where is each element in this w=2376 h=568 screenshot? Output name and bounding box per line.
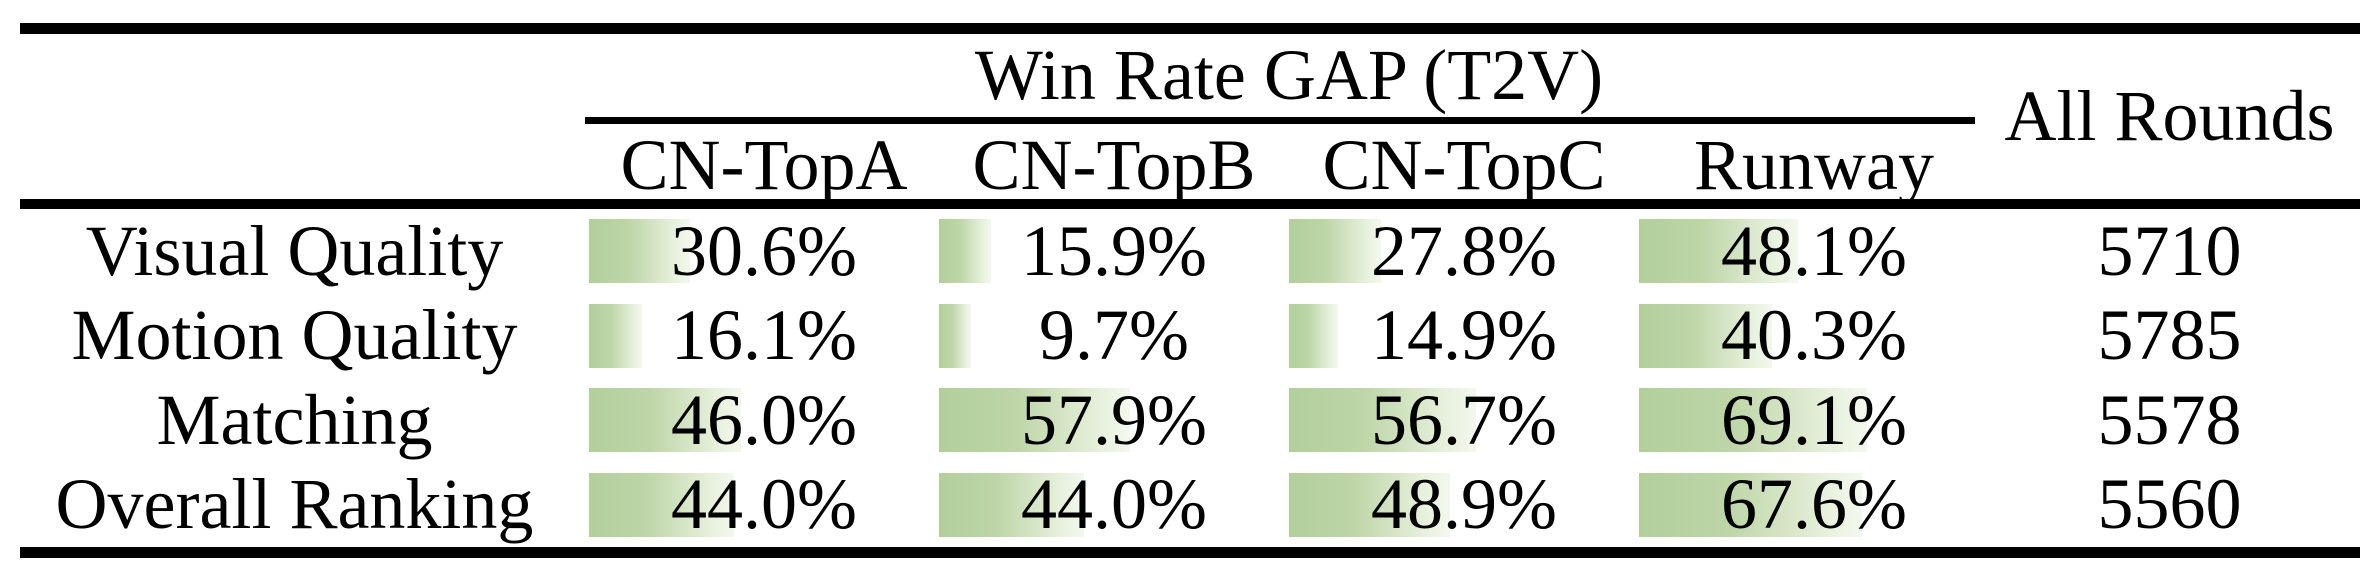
- win-rate-bar: [589, 472, 735, 537]
- win-rate-bar: [1639, 472, 1863, 537]
- win-rate-bar: [1639, 219, 1798, 284]
- win-rate-cell: 48.9%: [1289, 463, 1639, 548]
- column-header-all-rounds: All Rounds: [2004, 75, 2335, 156]
- win-rate-cell: 48.1%: [1639, 209, 1989, 294]
- row-label: Visual Quality: [85, 210, 504, 291]
- win-rate-value: 56.7%: [1371, 379, 1557, 460]
- win-rate-bar: [1639, 303, 1772, 368]
- win-rate-value: 44.0%: [1021, 464, 1207, 545]
- win-rate-bar: [589, 388, 741, 453]
- win-rate-value: 30.6%: [671, 210, 857, 291]
- win-rate-value: 48.9%: [1371, 464, 1557, 545]
- column-header-cn-topa: CN-TopA: [620, 125, 908, 205]
- table-top-rule: [20, 23, 2360, 34]
- win-rate-cell: 9.7%: [939, 294, 1289, 379]
- table-body: Visual Quality 30.6% 15.9% 27.8% 48.1% 5…: [0, 209, 2350, 547]
- win-rate-bar: [1289, 219, 1381, 284]
- win-rate-cell: 67.6%: [1639, 463, 1989, 548]
- win-rate-bar: [1289, 303, 1339, 368]
- win-rate-value: 67.6%: [1721, 464, 1907, 545]
- win-rate-value: 40.3%: [1721, 295, 1907, 376]
- column-header-cn-topc: CN-TopC: [1322, 125, 1606, 205]
- win-rate-cell: 69.1%: [1639, 378, 1989, 463]
- win-rate-cell: 30.6%: [589, 209, 939, 294]
- win-rate-bar: [939, 388, 1131, 453]
- win-rate-bar: [939, 472, 1085, 537]
- win-rate-cell: 15.9%: [939, 209, 1289, 294]
- all-rounds-value: 5710: [2097, 210, 2242, 291]
- win-rate-cell: 16.1%: [589, 294, 939, 379]
- win-rate-value: 48.1%: [1721, 210, 1907, 291]
- win-rate-cell: 56.7%: [1289, 378, 1639, 463]
- win-rate-value: 44.0%: [671, 464, 857, 545]
- win-rate-cell: 14.9%: [1289, 294, 1639, 379]
- win-rate-cell: 27.8%: [1289, 209, 1639, 294]
- win-rate-value: 46.0%: [671, 379, 857, 460]
- win-rate-value: 27.8%: [1371, 210, 1557, 291]
- table-bottom-rule: [20, 547, 2360, 558]
- win-rate-bar: [939, 219, 992, 284]
- win-rate-bar: [1639, 388, 1868, 453]
- win-rate-value: 69.1%: [1721, 379, 1907, 460]
- win-rate-bar: [589, 303, 643, 368]
- row-label: Motion Quality: [71, 295, 518, 376]
- win-rate-cell: 46.0%: [589, 378, 939, 463]
- table-row-motion-quality: Motion Quality 16.1% 9.7% 14.9% 40.3% 57…: [0, 294, 2350, 379]
- win-rate-bar: [589, 219, 690, 284]
- table-row-visual-quality: Visual Quality 30.6% 15.9% 27.8% 48.1% 5…: [0, 209, 2350, 294]
- win-rate-value: 9.7%: [1039, 295, 1189, 376]
- group-header-underline-rule: [585, 117, 1975, 124]
- win-rate-value: 15.9%: [1021, 210, 1207, 291]
- header-body-divider-rule: [20, 199, 2360, 209]
- row-label: Overall Ranking: [55, 464, 534, 545]
- win-rate-value: 57.9%: [1021, 379, 1207, 460]
- row-label: Matching: [156, 379, 433, 460]
- win-rate-cell: 44.0%: [589, 463, 939, 548]
- win-rate-bar: [939, 303, 971, 368]
- table-row-overall-ranking: Overall Ranking 44.0% 44.0% 48.9% 67.6% …: [0, 463, 2350, 548]
- all-rounds-value: 5560: [2097, 464, 2242, 545]
- all-rounds-value: 5785: [2097, 295, 2242, 376]
- win-rate-bar: [1289, 472, 1451, 537]
- win-rate-cell: 57.9%: [939, 378, 1289, 463]
- column-header-runway: Runway: [1694, 125, 1934, 205]
- win-rate-cell: 44.0%: [939, 463, 1289, 548]
- table-row-matching: Matching 46.0% 57.9% 56.7% 69.1% 5578: [0, 378, 2350, 463]
- group-header-win-rate-gap: Win Rate GAP (T2V): [974, 34, 1604, 115]
- win-rate-bar: [1289, 388, 1477, 453]
- column-headers-row: CN-TopA CN-TopB CN-TopC Runway: [589, 124, 1989, 205]
- win-rate-cell: 40.3%: [1639, 294, 1989, 379]
- all-rounds-value: 5578: [2097, 379, 2242, 460]
- column-header-cn-topb: CN-TopB: [972, 125, 1256, 205]
- win-rate-value: 16.1%: [671, 295, 857, 376]
- win-rate-value: 14.9%: [1371, 295, 1557, 376]
